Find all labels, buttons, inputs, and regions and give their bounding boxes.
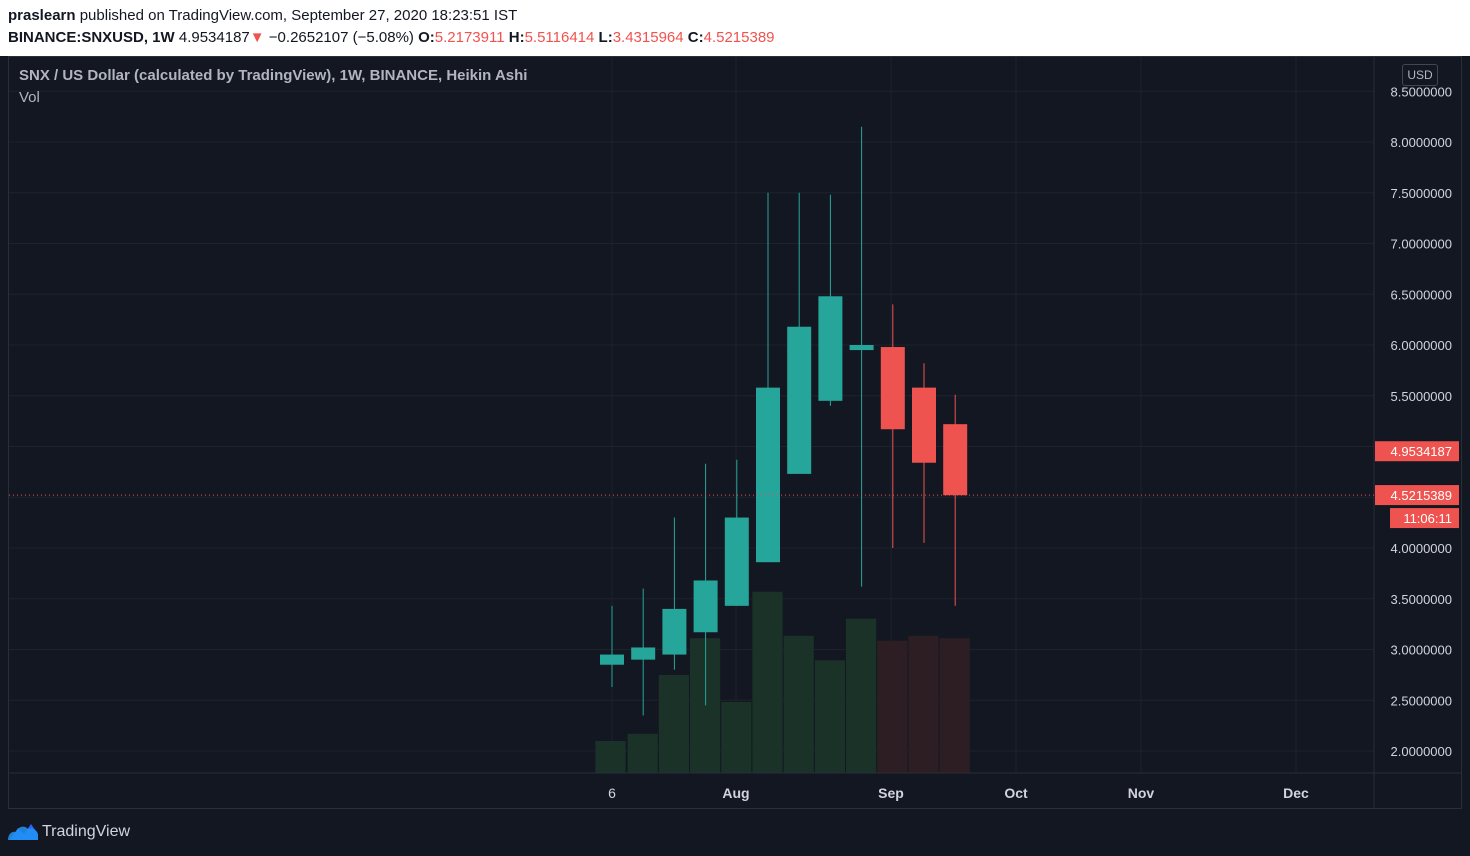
published-text: published on TradingView.com, September …	[79, 7, 518, 24]
low-label: L:	[598, 29, 613, 46]
y-tick-label: 2.5000000	[1391, 693, 1452, 708]
volume-bar	[877, 640, 908, 773]
candle-body	[600, 654, 624, 665]
x-tick-label: Dec	[1283, 785, 1309, 801]
y-tick-label: 6.0000000	[1391, 338, 1452, 353]
candle-body	[818, 296, 843, 401]
candle-body	[756, 387, 780, 563]
publisher-name[interactable]: praslearn	[8, 7, 76, 24]
current-price-tag: 4.9534187	[1391, 444, 1452, 459]
footer	[0, 810, 1470, 856]
series-title[interactable]: SNX / US Dollar (calculated by TradingVi…	[19, 67, 528, 84]
price-change: −0.2652107 (−5.08%)	[268, 29, 414, 46]
candle-body	[693, 580, 718, 633]
x-tick-label: Oct	[1004, 785, 1028, 801]
y-tick-label: 8.5000000	[1391, 84, 1452, 99]
candle-body	[943, 424, 968, 496]
current-price-tag-bg	[1375, 441, 1459, 462]
tradingview-logo-icon[interactable]	[8, 820, 40, 842]
candle-body	[662, 608, 687, 655]
close-label: C:	[687, 29, 704, 46]
currency-button[interactable]: USD	[1402, 64, 1438, 86]
volume-bar	[846, 618, 877, 773]
candle-body	[631, 647, 656, 660]
candle-body	[880, 347, 905, 430]
symbol-label: BINANCE:SNXUSD, 1W	[8, 29, 175, 46]
high-value: 5.5116414	[524, 29, 595, 46]
y-tick-label: 7.5000000	[1391, 186, 1452, 201]
volume-bar	[595, 741, 626, 773]
open-label: O:	[418, 29, 435, 46]
x-tick-label: Sep	[878, 785, 904, 801]
low-value: 3.4315964	[612, 29, 684, 46]
volume-bar	[908, 635, 939, 773]
tradingview-brand[interactable]: TradingView	[42, 823, 131, 840]
close-value: 4.5215389	[703, 29, 775, 46]
volume-bar	[752, 591, 783, 773]
countdown-tag-bg	[1390, 508, 1459, 529]
down-arrow-icon: ▼	[249, 29, 265, 46]
volume-label[interactable]: Vol	[19, 89, 40, 106]
volume-bar	[658, 675, 689, 773]
candle-body	[787, 326, 812, 474]
x-tick-label: Aug	[722, 785, 749, 801]
y-tick-label: 2.0000000	[1391, 744, 1452, 759]
symbol-line: BINANCE:SNXUSD, 1W 4.9534187▼ −0.2652107…	[8, 29, 775, 46]
high-label: H:	[508, 29, 525, 46]
volume-bar	[783, 635, 814, 773]
volume-bar	[939, 638, 970, 773]
volume-bar	[627, 733, 658, 773]
candle-body	[849, 345, 874, 351]
y-tick-label: 5.5000000	[1391, 389, 1452, 404]
chart-frame	[8, 56, 1462, 809]
candle-body	[912, 387, 936, 463]
close-price-tag-bg	[1375, 485, 1459, 506]
publish-line: praslearn published on TradingView.com, …	[8, 7, 517, 24]
y-tick-label: 3.0000000	[1391, 643, 1452, 658]
y-tick-label: 6.5000000	[1391, 287, 1452, 302]
volume-bar	[721, 701, 752, 773]
y-tick-label: 7.0000000	[1391, 237, 1452, 252]
candle-body	[724, 517, 749, 606]
open-value: 5.2173911	[434, 29, 505, 46]
last-price: 4.9534187	[178, 29, 250, 46]
y-tick-label: 8.0000000	[1391, 135, 1452, 150]
volume-bar	[814, 660, 845, 773]
x-tick-label: 6	[608, 785, 616, 801]
close-price-tag: 4.5215389	[1391, 488, 1452, 503]
publish-header: praslearn published on TradingView.com, …	[0, 0, 1470, 56]
y-tick-label: 4.0000000	[1391, 541, 1452, 556]
x-tick-label: Nov	[1128, 785, 1155, 801]
y-tick-label: 3.5000000	[1391, 592, 1452, 607]
countdown-tag: 11:06:11	[1403, 511, 1452, 526]
